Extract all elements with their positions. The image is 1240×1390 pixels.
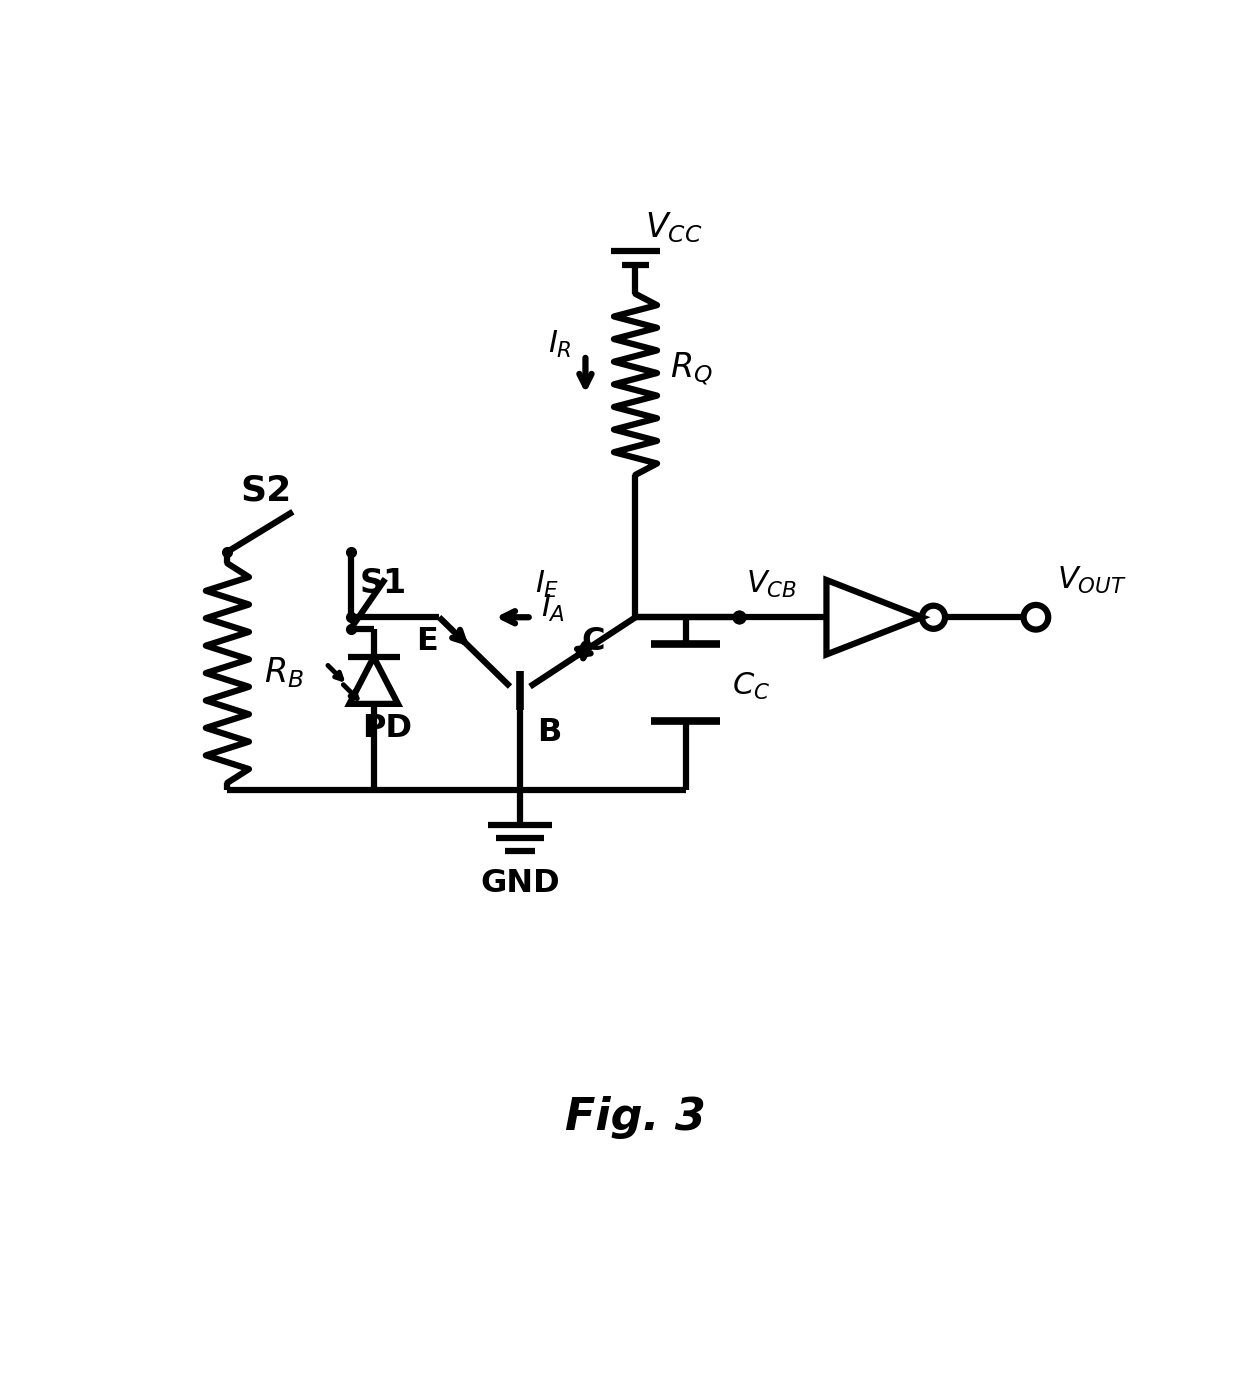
Text: $V_{CB}$: $V_{CB}$ [745, 570, 797, 600]
Text: PD: PD [362, 713, 413, 744]
Text: $I_R$: $I_R$ [548, 328, 572, 360]
Text: B: B [537, 717, 562, 748]
Text: $C_C$: $C_C$ [732, 671, 770, 702]
Text: S2: S2 [241, 473, 291, 507]
Text: $I_E$: $I_E$ [536, 570, 560, 600]
Text: $V_{OUT}$: $V_{OUT}$ [1058, 564, 1127, 596]
Text: Fig. 3: Fig. 3 [565, 1097, 706, 1140]
Text: C: C [582, 627, 605, 657]
Text: $R_Q$: $R_Q$ [670, 350, 713, 388]
Text: S1: S1 [360, 567, 407, 600]
Text: $I_A$: $I_A$ [542, 592, 565, 624]
Text: $R_B$: $R_B$ [264, 656, 304, 691]
Text: $V_{CC}$: $V_{CC}$ [645, 211, 702, 246]
Text: GND: GND [480, 867, 559, 898]
Text: E: E [415, 627, 438, 657]
